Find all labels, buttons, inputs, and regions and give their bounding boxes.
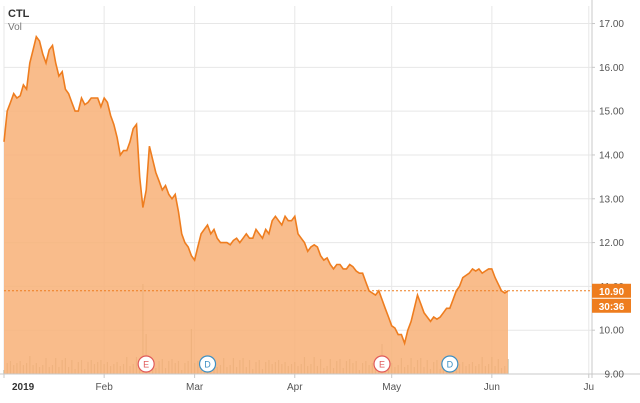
y-tick-label: 17.00 (599, 19, 624, 30)
y-tick-label: 16.00 (599, 63, 624, 74)
marker-circle (441, 355, 459, 373)
x-tick-label: Jun (484, 382, 500, 393)
x-tick-label: Mar (186, 382, 204, 393)
earnings-marker[interactable]: E (373, 355, 391, 373)
x-axis-ticks: 2019 Feb Mar Apr May Jun Ju (3, 374, 594, 393)
y-tick-label: 14.00 (599, 150, 624, 161)
dividend-marker[interactable]: D (441, 355, 459, 373)
marker-circle (373, 355, 391, 373)
price-flags: 10.90 30:36 (592, 283, 631, 313)
countdown-flag (592, 298, 631, 313)
axes (0, 0, 640, 378)
earnings-marker[interactable]: E (137, 355, 155, 373)
marker-label: D (447, 360, 454, 370)
x-tick-label: Feb (96, 382, 114, 393)
volume-label: Vol (8, 22, 22, 33)
marker-circle (198, 355, 217, 373)
x-tick-label: Ju (583, 382, 594, 393)
marker-label: E (379, 360, 385, 370)
ticker-symbol: CTL (8, 8, 30, 20)
y-tick-label: 12.00 (599, 238, 624, 249)
dividend-marker[interactable]: D (198, 355, 217, 373)
y-tick-label: 15.00 (599, 107, 624, 118)
marker-label: E (143, 360, 149, 370)
x-tick-label: Apr (287, 382, 303, 393)
last-price-flag (592, 283, 631, 298)
y-tick-label: 13.00 (599, 194, 624, 205)
x-tick-label: 2019 (12, 382, 35, 393)
y-axis-ticks: 17.0016.0015.0014.0013.0012.0011.0010.00… (592, 19, 625, 381)
marker-label: D (204, 360, 211, 370)
countdown-label: 30:36 (599, 302, 625, 313)
marker-circle (137, 355, 155, 373)
price-area (4, 36, 508, 374)
y-tick-label: 9.00 (605, 370, 625, 381)
y-tick-label: 10.00 (599, 326, 624, 337)
last-price-label: 10.90 (599, 287, 624, 298)
x-tick-label: May (382, 382, 401, 393)
price-line[interactable] (3, 34, 509, 347)
